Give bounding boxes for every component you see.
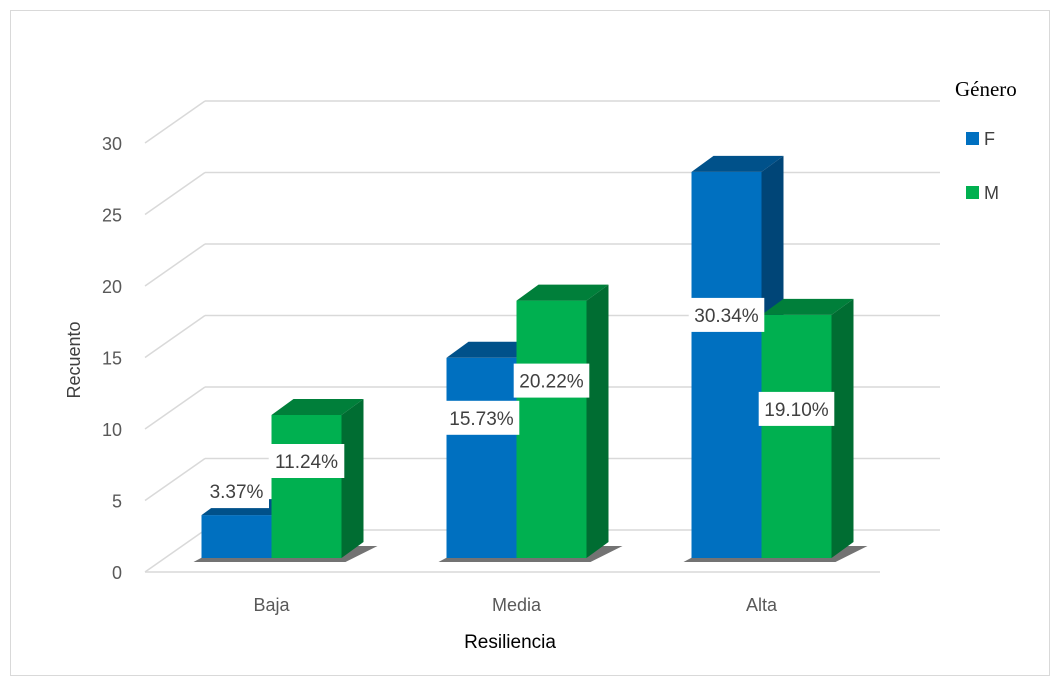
y-tick-label: 15 — [102, 349, 122, 369]
gridline-side — [144, 386, 206, 430]
bar-front — [761, 314, 832, 558]
bar-front — [691, 171, 762, 558]
legend-title: Género — [955, 77, 1017, 101]
data-label: 11.24% — [268, 444, 345, 478]
y-axis-title: Recuento — [64, 321, 84, 398]
bar-alta-m — [761, 298, 854, 558]
x-tick-label: Baja — [253, 595, 290, 615]
svg-text:15.73%: 15.73% — [449, 409, 514, 430]
bar-side — [341, 399, 364, 558]
x-axis-ticks: Baja Media Alta — [253, 595, 778, 615]
legend-item-m: M — [966, 183, 999, 203]
x-axis-title: Resiliencia — [464, 632, 556, 653]
gridline-side — [144, 314, 206, 359]
bar-top — [271, 399, 364, 415]
x-tick-label: Alta — [746, 595, 778, 615]
y-tick-label: 25 — [102, 206, 122, 226]
svg-text:30.34%: 30.34% — [694, 306, 759, 327]
legend-swatch — [966, 132, 979, 145]
gridline-side — [144, 457, 206, 502]
legend-label: F — [984, 129, 995, 149]
data-label: 15.73% — [443, 400, 520, 435]
gridline-side — [144, 171, 206, 216]
bar-top — [691, 155, 784, 172]
bars — [193, 155, 868, 562]
bar-front — [516, 300, 587, 558]
y-tick-label: 5 — [112, 492, 122, 512]
bar-side — [586, 284, 609, 558]
bar-top — [516, 284, 609, 301]
bar-top — [761, 298, 854, 315]
bar-top — [446, 341, 539, 358]
data-label: 20.22% — [513, 363, 590, 398]
data-labels: 3.37% 11.24% 15.73%20.22% 30.34% 19.10% — [204, 297, 835, 509]
x-tick-label: Media — [492, 595, 542, 615]
y-axis-ticks: 0 5 10 15 20 25 30 — [102, 134, 122, 583]
legend-item-f: F — [966, 129, 995, 149]
gridline-side — [144, 100, 206, 144]
data-label: 3.37% — [204, 474, 269, 509]
bar-media-m — [516, 284, 609, 558]
legend-swatch — [966, 186, 979, 199]
svg-text:19.10%: 19.10% — [764, 400, 829, 421]
gridline-side — [144, 243, 206, 287]
legend: Género F M — [955, 77, 1017, 203]
data-label: 19.10% — [758, 391, 835, 426]
y-tick-label: 20 — [102, 277, 122, 297]
y-tick-label: 10 — [102, 420, 122, 440]
data-label: 30.34% — [688, 297, 765, 332]
bar-side — [831, 298, 854, 558]
bar-front — [446, 357, 517, 558]
bar-front — [201, 515, 272, 558]
y-tick-label: 30 — [102, 134, 122, 154]
bar-baja-m — [271, 399, 364, 558]
svg-text:20.22%: 20.22% — [519, 372, 584, 393]
bar-front — [271, 415, 342, 558]
svg-text:3.37%: 3.37% — [210, 482, 264, 503]
y-tick-label: 0 — [112, 563, 122, 583]
legend-label: M — [984, 183, 999, 203]
svg-text:11.24%: 11.24% — [275, 452, 338, 473]
floor-edge — [144, 529, 206, 573]
